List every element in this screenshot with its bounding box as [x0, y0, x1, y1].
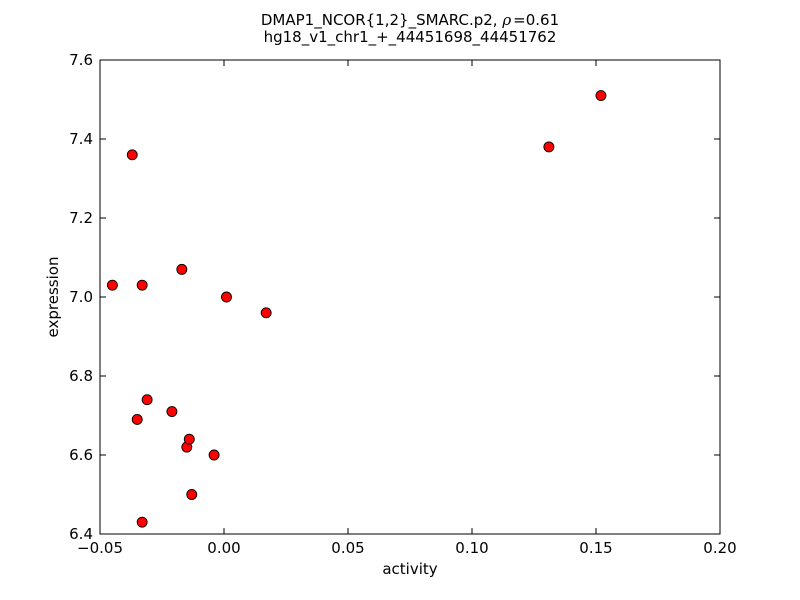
- y-tick-label: 7.2: [69, 209, 93, 227]
- rho-value: =0.61: [513, 11, 560, 29]
- data-point: [126, 149, 138, 161]
- x-tick-label: 0.05: [331, 539, 364, 557]
- y-axis-label: expression: [44, 256, 62, 338]
- x-axis-label: activity: [382, 560, 438, 578]
- data-point: [176, 263, 188, 275]
- y-tick-label: 6.6: [69, 446, 93, 464]
- data-point: [131, 414, 143, 425]
- x-tick-label: 0.00: [207, 539, 240, 557]
- y-tick-label: 6.8: [69, 367, 93, 385]
- data-point: [221, 291, 232, 303]
- x-tick-label: 0.20: [703, 539, 736, 557]
- y-tick-label: 7.4: [69, 130, 93, 148]
- data-point: [183, 433, 195, 445]
- x-tick-label: 0.10: [455, 539, 488, 557]
- data-point: [595, 90, 607, 102]
- data-point: [136, 279, 148, 291]
- chart-title-prefix: DMAP1_NCOR{1,2}_SMARC.p2,: [260, 11, 503, 29]
- data-point: [106, 279, 118, 291]
- y-tick-label: 6.4: [69, 525, 93, 543]
- axes-frame: [99, 59, 721, 535]
- x-tick-label: 0.15: [579, 539, 612, 557]
- chart-title-line1: DMAP1_NCOR{1,2}_SMARC.p2, ρ =0.61: [100, 12, 720, 29]
- data-point: [543, 141, 555, 153]
- data-point: [141, 394, 153, 406]
- y-tick-label: 7.0: [69, 288, 93, 306]
- data-point: [260, 307, 272, 319]
- y-tick-label: 7.6: [69, 51, 93, 69]
- data-point: [186, 489, 198, 500]
- data-point: [136, 516, 148, 528]
- data-point: [208, 449, 220, 461]
- chart-subtitle: hg18_v1_chr1_+_44451698_44451762: [263, 28, 557, 46]
- data-point: [166, 406, 178, 417]
- rho-symbol: ρ: [502, 11, 512, 29]
- chart-title: DMAP1_NCOR{1,2}_SMARC.p2, ρ =0.61 hg18_v1…: [100, 12, 720, 46]
- x-tick-label: −0.05: [77, 539, 123, 557]
